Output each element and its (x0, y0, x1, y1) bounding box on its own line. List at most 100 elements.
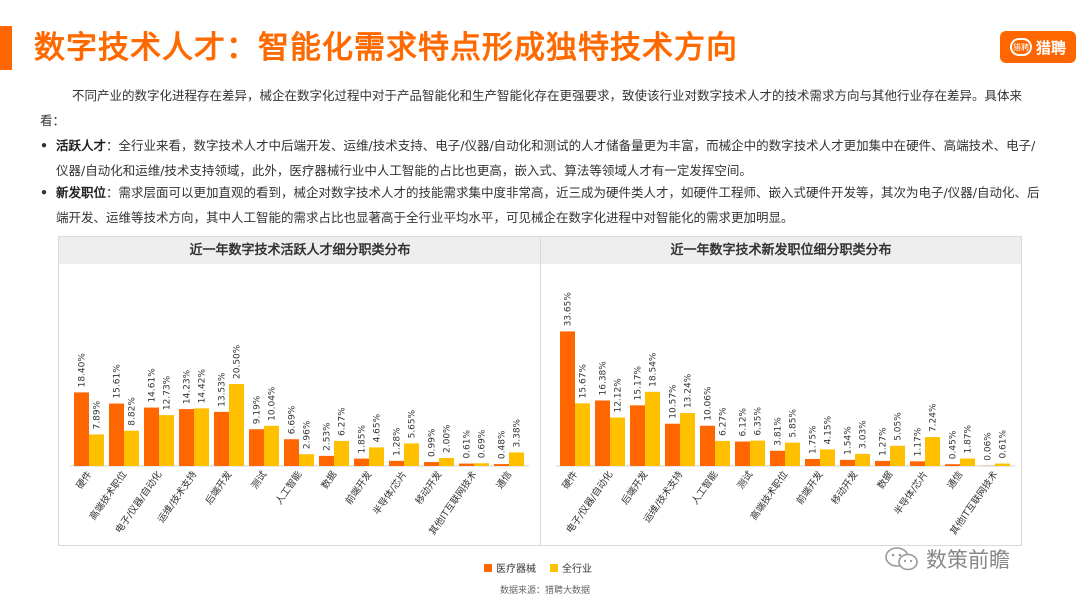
bullet-dot-icon: • (40, 138, 48, 153)
bar-all-industry (575, 403, 590, 466)
intro-paragraph: 不同产业的数字化进程存在差异，械企在数字化过程中对于产品智能化和生产智能化存在更… (40, 88, 1023, 128)
data-label-medical: 0.61% (463, 430, 473, 459)
data-label-medical: 0.99% (428, 428, 438, 457)
data-label-all-industry: 5.05% (894, 412, 904, 441)
bullet-active-talent: • 活跃人才：全行业来看，数字技术人才中后端开发、运维/技术支持、电子/仪器/自… (40, 133, 1040, 183)
bar-medical (249, 429, 264, 466)
bar-all-industry (890, 445, 905, 466)
data-label-medical: 1.27% (879, 427, 889, 456)
data-label-medical: 0.06% (984, 432, 994, 461)
bullet-text: ：需求层面可以更加直观的看到，械企对数字技术人才的技能需求集中度非常高，近三成为… (56, 185, 1040, 225)
bar-all-industry (610, 417, 625, 466)
bar-all-industry (124, 430, 139, 466)
title-accent-bar (0, 26, 12, 70)
data-label-all-industry: 0.69% (478, 429, 488, 458)
bar-medical (875, 460, 890, 466)
liepin-logo: 猎聘 猎聘 (1000, 31, 1076, 63)
data-label-medical: 9.19% (253, 395, 263, 424)
data-label-medical: 33.65% (564, 292, 574, 327)
x-tick-label: 前端开发 (794, 468, 826, 506)
data-label-medical: 10.06% (704, 386, 714, 421)
page-title: 数字技术人才：智能化需求特点形成独特技术方向 (34, 30, 738, 66)
legend-swatch-all (550, 563, 558, 572)
bar-medical (945, 464, 960, 466)
bullet-dot-icon: • (40, 185, 48, 200)
data-label-all-industry: 0.61% (999, 430, 1009, 459)
bar-all-industry (334, 440, 349, 466)
bar-all-industry (474, 463, 489, 466)
legend-item: 全行业 (550, 560, 592, 575)
x-tick-label: 后端开发 (619, 468, 651, 506)
data-label-medical: 6.12% (739, 407, 749, 436)
data-label-all-industry: 14.42% (198, 369, 208, 404)
data-label-medical: 1.85% (358, 425, 368, 454)
data-label-all-industry: 10.04% (268, 386, 278, 421)
data-label-medical: 3.81% (774, 417, 784, 446)
chart-title: 近一年数字技术新发职位细分职类分布 (541, 237, 1021, 264)
legend-label: 医疗器械 (496, 564, 536, 575)
x-tick-label: 半导体/芯片 (892, 469, 931, 517)
data-label-all-industry: 6.27% (338, 407, 348, 436)
x-tick-label: 通信 (494, 469, 515, 491)
x-tick-label: 数据 (319, 468, 340, 491)
x-tick-label: 硬件 (560, 468, 581, 491)
data-label-medical: 13.53% (218, 372, 228, 407)
chart-panel-new-jobs: 近一年数字技术新发职位细分职类分布 33.65% 15.67% 硬件 16.38% 12… (540, 236, 1022, 546)
data-label-all-industry: 3.03% (859, 420, 869, 449)
logo-mark-icon: 猎聘 (1009, 38, 1032, 56)
bar-all-industry (715, 440, 730, 466)
x-tick-label: 移动开发 (829, 468, 861, 506)
data-label-all-industry: 4.15% (824, 415, 834, 444)
bar-medical (424, 462, 439, 466)
bar-medical (665, 423, 680, 466)
bar-medical (179, 409, 194, 466)
bar-medical (74, 392, 89, 466)
bullet-keyword: 新发职位 (56, 185, 107, 200)
data-label-all-industry: 7.89% (93, 400, 103, 429)
bar-all-industry (785, 442, 800, 466)
bar-medical (560, 331, 575, 466)
bar-medical (144, 407, 159, 466)
x-tick-label: 人工智能 (689, 468, 721, 506)
data-label-medical: 1.28% (393, 427, 403, 456)
bar-medical (630, 405, 645, 466)
logo-text: 猎聘 (1035, 38, 1066, 57)
bar-medical (354, 458, 369, 466)
x-tick-label: 测试 (249, 468, 270, 491)
x-tick-label: 后端开发 (203, 468, 235, 506)
data-label-all-industry: 8.82% (128, 397, 138, 426)
data-label-all-industry: 4.65% (373, 413, 383, 442)
legend-item: 医疗器械 (484, 560, 536, 575)
data-label-medical: 2.53% (323, 422, 333, 451)
data-label-medical: 10.57% (669, 384, 679, 419)
bar-all-industry (369, 447, 384, 466)
data-label-all-industry: 1.87% (964, 424, 974, 453)
chart-legend: 医疗器械 全行业 (484, 560, 592, 575)
x-tick-label: 人工智能 (273, 468, 305, 506)
bar-all-industry (509, 452, 524, 466)
x-tick-label: 测试 (735, 468, 756, 491)
bar-all-industry (750, 440, 765, 466)
data-label-all-industry: 5.85% (789, 409, 799, 438)
data-label-medical: 14.23% (183, 369, 193, 404)
bullet-text: ：全行业来看，数字技术人才中后端开发、运维/技术支持、电子/仪器/自动化和测试的… (56, 138, 1036, 178)
x-tick-label: 前端开发 (343, 468, 375, 506)
wechat-icon (885, 547, 918, 571)
data-label-all-industry: 6.35% (754, 407, 764, 436)
data-label-all-industry: 13.24% (684, 373, 694, 408)
data-label-medical: 1.54% (844, 426, 854, 455)
bar-medical (700, 425, 715, 466)
bar-all-industry (645, 391, 660, 466)
bullet-new-jobs: • 新发职位：需求层面可以更加直观的看到，械企对数字技术人才的技能需求集中度非常… (40, 180, 1040, 230)
bar-medical (459, 463, 474, 466)
data-label-all-industry: 3.38% (513, 418, 523, 447)
bar-all-industry (229, 384, 244, 466)
data-label-all-industry: 2.96% (303, 420, 313, 449)
data-label-medical: 14.61% (148, 368, 158, 403)
bar-medical (840, 459, 855, 466)
x-tick-label: 通信 (945, 469, 966, 491)
bar-medical (595, 400, 610, 466)
bar-medical (284, 439, 299, 466)
bar-medical (109, 403, 124, 466)
